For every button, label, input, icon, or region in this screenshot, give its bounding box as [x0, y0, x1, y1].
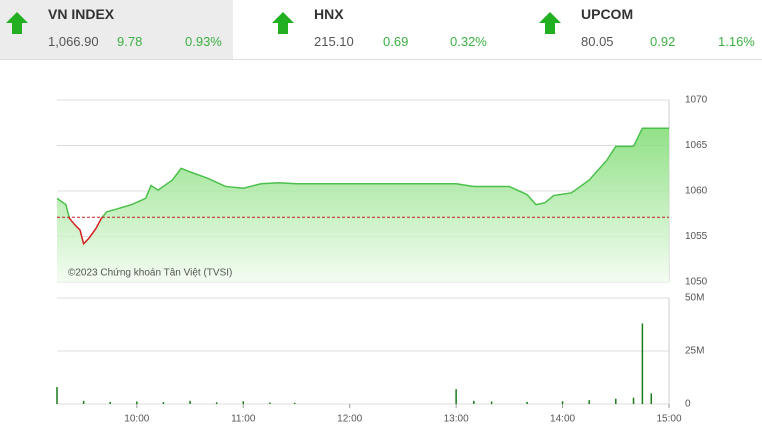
- volume-bar: [473, 400, 475, 404]
- volume-bar: [242, 401, 245, 404]
- up-arrow: [272, 12, 294, 34]
- x-tick-label: 14:00: [550, 414, 575, 425]
- index-value: 1,066.90: [48, 34, 99, 49]
- index-tile[interactable]: VN INDEX 1,066.90 9.78 0.93%: [0, 0, 233, 60]
- index-header: VN INDEX 1,066.90 9.78 0.93% HNX 215.10 …: [0, 0, 762, 60]
- index-percent: 0.32%: [450, 34, 487, 49]
- index-percent: 0.93%: [185, 34, 222, 49]
- y-tick-label: 1065: [685, 140, 708, 151]
- volume-bar: [162, 402, 165, 404]
- volume-bar: [269, 402, 271, 404]
- volume-bar: [82, 400, 85, 404]
- y-tick-label: 50M: [685, 293, 704, 304]
- y-tick-label: 1050: [685, 277, 708, 288]
- index-tile[interactable]: UPCOM 80.05 0.92 1.16%: [529, 0, 762, 60]
- up-arrow: [6, 12, 28, 34]
- x-tick-label: 13:00: [444, 414, 469, 425]
- index-tile[interactable]: HNX 215.10 0.69 0.32%: [262, 0, 495, 60]
- price-line: [57, 127, 669, 218]
- y-tick-label: 1060: [685, 186, 708, 197]
- x-tick-label: 12:00: [337, 414, 362, 425]
- index-name: UPCOM: [581, 6, 634, 22]
- volume-bar: [189, 400, 191, 404]
- volume-bar: [650, 393, 653, 404]
- x-tick-label: 11:00: [231, 414, 256, 425]
- volume-bar: [641, 323, 644, 404]
- index-value: 215.10: [314, 34, 354, 49]
- divider: [0, 59, 762, 60]
- price-line-below: [68, 217, 104, 246]
- copyright: ©2023 Chứng khoán Tân Việt (TVSI): [68, 268, 232, 279]
- index-change: 0.69: [383, 34, 409, 49]
- volume-bar: [632, 397, 635, 404]
- index-name: HNX: [314, 6, 344, 22]
- y-tick-label: 1070: [685, 95, 708, 106]
- volume-bar: [455, 389, 457, 404]
- y-tick-label: 25M: [685, 346, 704, 357]
- up-arrow: [539, 12, 561, 34]
- volume-bar: [615, 398, 617, 404]
- area: [57, 128, 669, 282]
- volume-bar: [293, 402, 296, 404]
- index-name: VN INDEX: [48, 6, 115, 22]
- volume-bar: [109, 401, 111, 404]
- index-percent: 1.16%: [718, 34, 755, 49]
- volume-bar: [215, 402, 218, 404]
- volume-bar: [526, 401, 528, 404]
- y-tick-label: 1055: [685, 231, 708, 242]
- y-tick-label: 0: [685, 399, 691, 410]
- volume-bar: [561, 401, 564, 404]
- volume-bar: [136, 401, 138, 404]
- volume-bar: [588, 400, 590, 404]
- index-change: 9.78: [117, 34, 143, 49]
- index-value: 80.05: [581, 34, 614, 49]
- volume-bar: [56, 387, 58, 404]
- index-change: 0.92: [650, 34, 676, 49]
- x-tick-label: 10:00: [124, 414, 149, 425]
- x-tick-label: 15:00: [656, 414, 681, 425]
- volume-bar: [490, 401, 493, 404]
